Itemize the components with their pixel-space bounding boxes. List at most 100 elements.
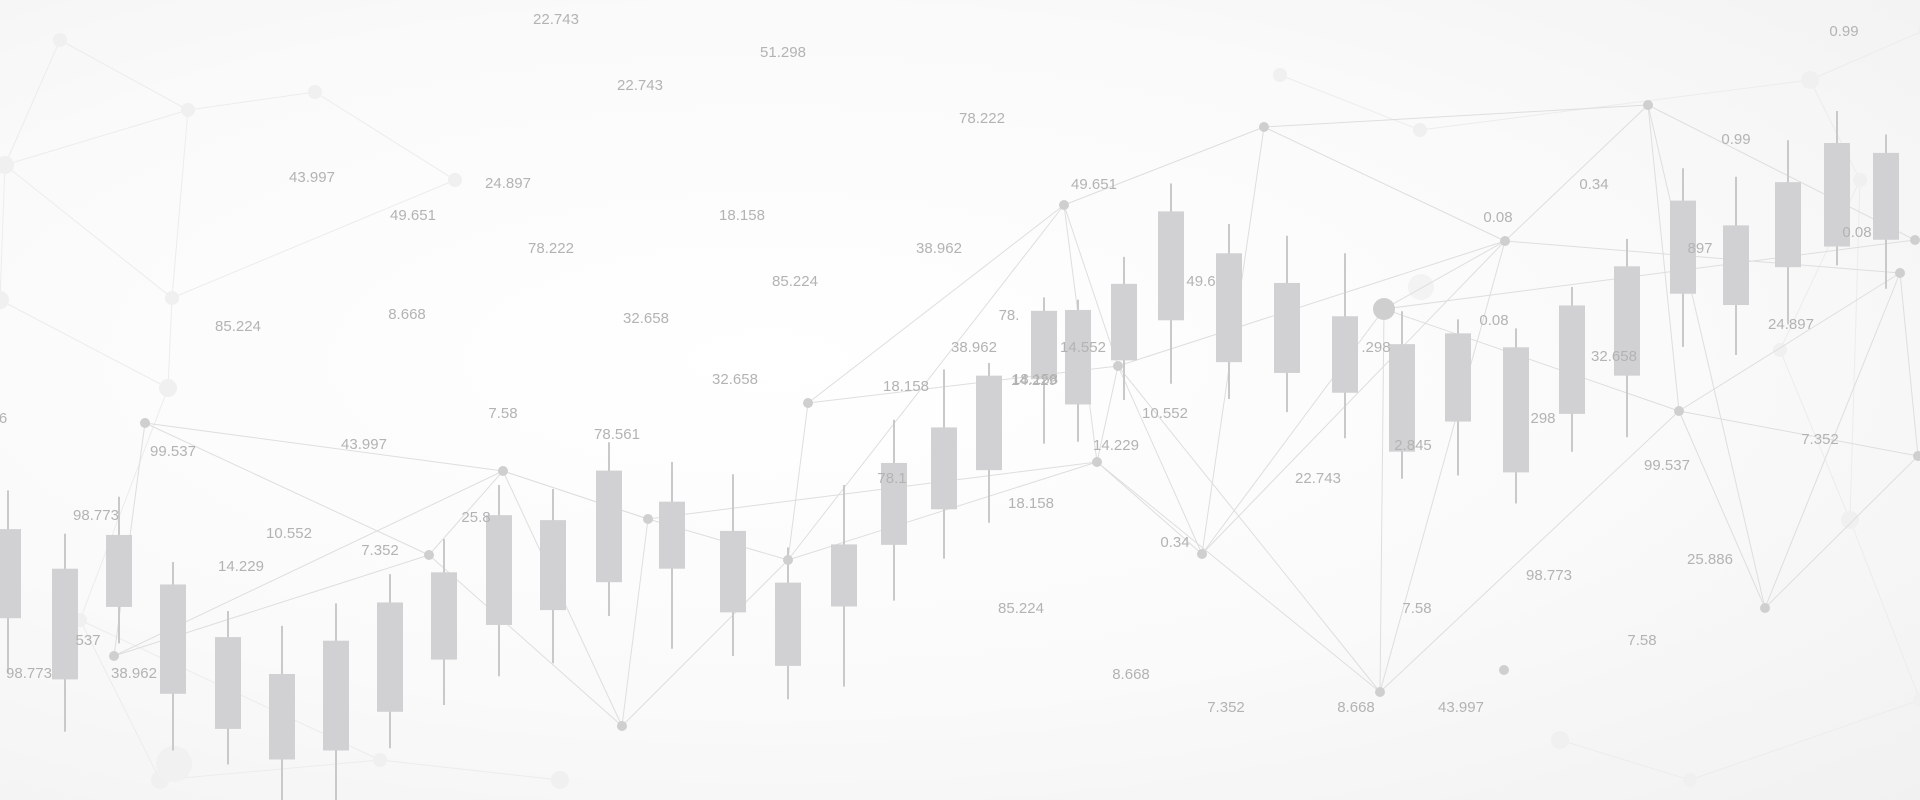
- candle-body-34: [1824, 143, 1850, 247]
- candle-body-4: [215, 637, 241, 729]
- candle-body-26: [1389, 344, 1415, 452]
- background-line-24: [159, 759, 381, 781]
- background-node-12: [1841, 511, 1859, 529]
- value-label-12: 8.668: [388, 306, 426, 323]
- network-line-18: [1117, 365, 1203, 555]
- network-line-30: [1263, 104, 1649, 128]
- value-label-38: 18.158: [1008, 495, 1054, 512]
- network-line-12: [787, 461, 1098, 561]
- background-node-11: [1773, 343, 1787, 357]
- candle-body-25: [1332, 316, 1358, 393]
- network-line-37: [1764, 272, 1901, 609]
- value-label-2: 22.743: [617, 77, 663, 94]
- background-line-12: [1809, 79, 1861, 181]
- candle-body-27: [1445, 333, 1471, 422]
- background-node-5: [448, 173, 462, 187]
- candle-33: [1775, 140, 1801, 325]
- candle-body-19: [1031, 310, 1057, 380]
- background-node-9: [1801, 71, 1819, 89]
- candle-body-3: [160, 584, 186, 694]
- value-label-21: 10.552: [266, 525, 312, 542]
- network-line-40: [1647, 104, 1916, 241]
- network-node-20: [1895, 268, 1905, 278]
- candle-28: [1503, 328, 1529, 504]
- network-node-17: [1643, 100, 1653, 110]
- candle-29: [1559, 287, 1585, 452]
- network-node-14: [1500, 236, 1510, 246]
- network-line-35: [1647, 104, 1766, 609]
- network-line-22: [1117, 240, 1506, 367]
- value-label-10: 38.962: [916, 240, 962, 257]
- value-label-37: 14.229: [1093, 437, 1139, 454]
- background-line-1: [171, 109, 189, 299]
- candle-30: [1614, 238, 1640, 438]
- network-line-24: [1263, 126, 1506, 242]
- value-label-49: 0.08: [1483, 209, 1512, 226]
- candle-19: [1031, 297, 1057, 444]
- background-line-18: [1419, 79, 1811, 131]
- value-label-23: 7.352: [361, 542, 399, 559]
- value-label-45: 43.997: [1438, 699, 1484, 716]
- candle-10: [540, 489, 566, 664]
- candle-body-13: [720, 530, 746, 613]
- candle-24: [1274, 235, 1300, 413]
- background-node-13: [1913, 693, 1920, 707]
- background-node-3: [159, 379, 177, 397]
- candle-body-31: [1670, 200, 1696, 294]
- background-line-15: [1849, 519, 1920, 701]
- background-node-1: [181, 103, 195, 117]
- value-label-47: .298: [1361, 339, 1390, 356]
- candle-body-20: [1065, 309, 1091, 405]
- background-node-4: [308, 85, 322, 99]
- value-label-15: 18.158: [883, 378, 929, 395]
- candle-13: [720, 474, 746, 656]
- candle-body-32: [1723, 225, 1749, 305]
- network-node-9: [1113, 361, 1123, 371]
- network-line-17: [1096, 365, 1119, 463]
- network-node-0: [140, 418, 150, 428]
- network-line-23: [1201, 240, 1506, 555]
- value-label-50: 0.08: [1479, 312, 1508, 329]
- network-line-21: [1063, 126, 1265, 206]
- candle-25: [1332, 253, 1358, 439]
- candle-body-1: [52, 568, 78, 680]
- candle-17: [931, 369, 957, 559]
- candle-body-2: [106, 534, 132, 607]
- value-label-40: 22.743: [1295, 470, 1341, 487]
- background-line-9: [59, 39, 189, 111]
- value-label-60: 24.897: [1768, 316, 1814, 333]
- network-line-2: [144, 422, 504, 472]
- candle-body-14: [775, 582, 801, 666]
- background-node-17: [1273, 68, 1287, 82]
- background-line-2: [4, 164, 173, 299]
- candle-22: [1158, 183, 1184, 384]
- candle-body-18: [976, 375, 1002, 471]
- candle-4: [215, 611, 241, 765]
- value-label-22: 14.229: [218, 558, 264, 575]
- candle-1: [52, 533, 78, 732]
- background-line-8: [0, 299, 169, 389]
- network-line-11: [787, 402, 809, 561]
- background-line-3: [167, 297, 173, 389]
- value-label-61: 7.352: [1801, 431, 1839, 448]
- network-line-25: [1379, 240, 1506, 693]
- network-node-5: [643, 514, 653, 524]
- value-label-9: 78.222: [528, 240, 574, 257]
- background-line-11: [1809, 31, 1920, 81]
- value-label-44: 8.668: [1337, 699, 1375, 716]
- value-label-29: 78.: [999, 307, 1020, 324]
- network-line-1: [144, 422, 430, 556]
- candle-body-6: [323, 640, 349, 751]
- candle-body-9: [486, 515, 512, 625]
- network-node-13: [1375, 687, 1385, 697]
- candle-26: [1389, 311, 1415, 479]
- network-node-12: [1259, 122, 1269, 132]
- candle-body-24: [1274, 282, 1300, 373]
- network-node-22: [1910, 235, 1920, 245]
- network-line-14: [807, 204, 1065, 404]
- value-label-36: 10.552: [1142, 405, 1188, 422]
- candle-32: [1723, 176, 1749, 355]
- background-line-16: [1689, 699, 1920, 781]
- network-node-10: [1092, 457, 1102, 467]
- network-line-13: [647, 461, 1098, 520]
